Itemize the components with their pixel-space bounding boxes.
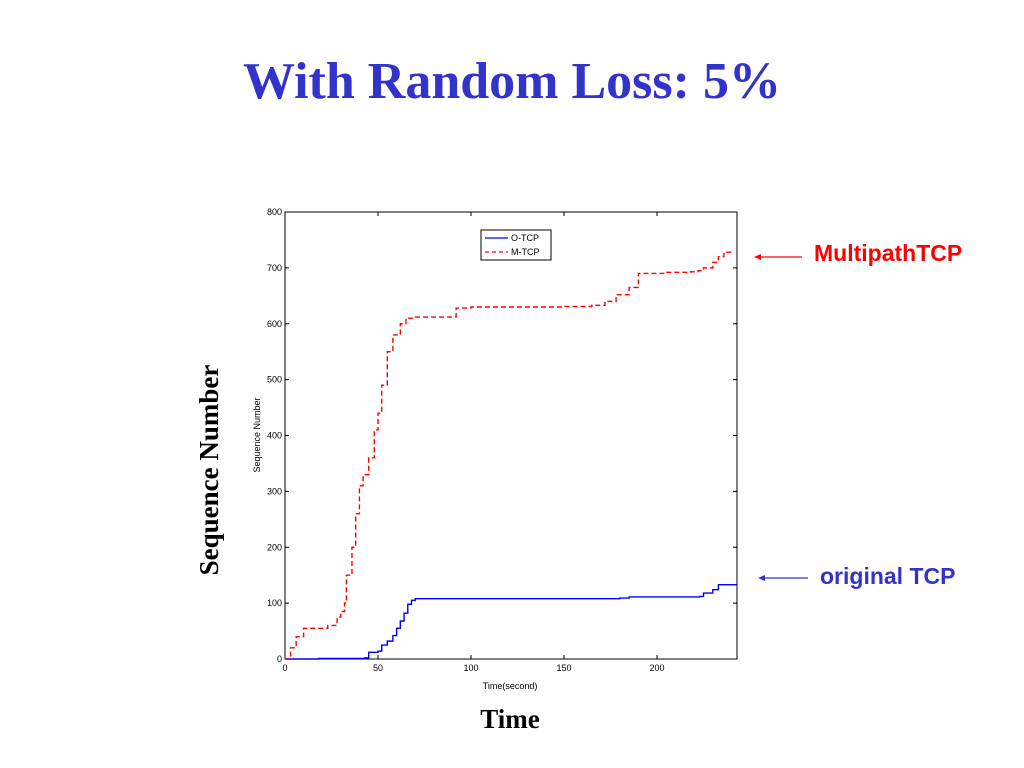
inner-y-axis-label: Sequence Number: [252, 397, 262, 472]
legend-box: [480, 229, 552, 261]
y-tick-label: 500: [267, 375, 282, 385]
axis-ticks: 0 100 200 300 400 500 600 700 800 0 50 100 150 200: [267, 207, 737, 673]
multipath-callout: MultipathTCP: [814, 240, 962, 266]
original-arrowhead: [758, 575, 765, 581]
x-tick-label: 50: [373, 663, 383, 673]
legend-label-m-tcp: M-TCP: [511, 247, 540, 257]
legend: O-TCP M-TCP: [480, 229, 552, 261]
y-tick-label: 100: [267, 598, 282, 608]
legend-label-o-tcp: O-TCP: [511, 233, 539, 243]
inner-x-axis-label: Time(second): [483, 681, 538, 691]
outer-x-axis-label: Time: [480, 704, 540, 734]
series-line-o-tcp: [285, 583, 737, 660]
outer-y-axis-label: Sequence Number: [194, 365, 224, 576]
y-tick-label: 600: [267, 319, 282, 329]
x-tick-label: 100: [463, 663, 478, 673]
y-tick-label: 700: [267, 263, 282, 273]
x-tick-label: 200: [650, 663, 665, 673]
y-tick-label: 300: [267, 486, 282, 496]
y-tick-label: 400: [267, 431, 282, 441]
plot-frame: [284, 211, 738, 660]
x-tick-label: 150: [556, 663, 571, 673]
series-line-m-tcp: [285, 251, 733, 660]
y-tick-label: 200: [267, 542, 282, 552]
y-tick-label: 800: [267, 207, 282, 217]
slide-title: With Random Loss: 5%: [243, 53, 781, 110]
y-tick-label: 0: [277, 654, 282, 664]
series-lines: [285, 251, 737, 660]
x-tick-label: 0: [282, 663, 287, 673]
original-callout: original TCP: [820, 563, 955, 589]
multipath-arrowhead: [754, 254, 761, 260]
